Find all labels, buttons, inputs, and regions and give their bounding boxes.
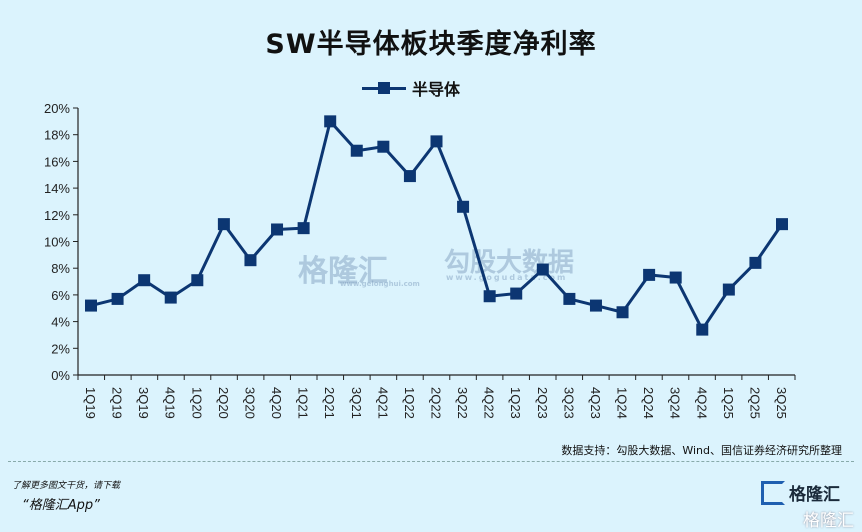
x-tick-label: 1Q24 [615, 387, 630, 419]
y-tick-label: 6% [51, 288, 70, 303]
x-tick-label: 1Q25 [721, 387, 736, 419]
x-tick-label: 3Q20 [242, 387, 257, 419]
data-point [776, 218, 788, 231]
legend-marker [362, 81, 406, 94]
y-tick-label: 10% [44, 235, 70, 250]
y-tick-label: 0% [51, 368, 70, 383]
x-tick-label: 2Q23 [535, 387, 550, 419]
x-tick-label: 3Q21 [349, 387, 364, 419]
x-tick-label: 2Q19 [110, 387, 125, 419]
data-point [271, 223, 284, 236]
data-point [350, 144, 363, 157]
y-tick-label: 20% [44, 101, 70, 116]
data-point [217, 218, 230, 231]
x-tick-label: 4Q22 [482, 387, 497, 419]
data-point [430, 135, 443, 148]
data-point [403, 170, 416, 183]
x-tick-label: 2Q20 [216, 387, 231, 419]
data-point [457, 200, 470, 213]
x-tick-label: 2Q21 [322, 387, 337, 419]
x-tick-label: 1Q22 [402, 387, 417, 419]
x-tick-label: 2Q25 [747, 387, 762, 419]
legend: 半导体 [362, 76, 460, 100]
data-point [563, 292, 576, 305]
brand-watermark-logo: 格隆汇 [803, 511, 854, 531]
data-point [191, 274, 204, 287]
y-tick-label: 12% [44, 208, 70, 223]
x-tick-label: 2Q22 [429, 387, 444, 419]
logo-text: 格隆汇 [789, 485, 840, 505]
watermark-data-url: www.gogudata.com [446, 273, 568, 282]
x-tick-label: 3Q23 [561, 387, 576, 419]
data-point [749, 256, 762, 269]
data-point [377, 140, 390, 153]
y-tick-label: 4% [51, 315, 70, 330]
watermark-brand: 格隆汇 [298, 254, 388, 289]
divider [8, 461, 854, 462]
y-tick-label: 14% [44, 181, 70, 196]
data-point [483, 290, 496, 303]
data-point [669, 271, 682, 284]
data-point [111, 292, 124, 305]
data-point [85, 299, 97, 312]
x-tick-label: 4Q19 [163, 387, 178, 419]
data-point [696, 323, 709, 336]
y-tick-label: 2% [51, 341, 70, 356]
x-tick-label: 2Q24 [641, 387, 656, 419]
x-tick-label: 1Q20 [189, 387, 204, 419]
x-tick-label: 4Q24 [694, 387, 709, 419]
x-tick-label: 1Q23 [508, 387, 523, 419]
x-tick-label: 4Q23 [588, 387, 603, 419]
series-line [90, 119, 784, 332]
data-point [643, 268, 656, 281]
data-point [589, 299, 602, 312]
data-point [616, 306, 629, 319]
x-tick-label: 3Q24 [668, 387, 683, 419]
watermark-brand-url: www.gelonghui.com [340, 280, 420, 288]
x-tick-label: 4Q21 [375, 387, 390, 419]
legend-label: 半导体 [412, 80, 461, 99]
x-tick-label: 4Q20 [269, 387, 284, 419]
y-tick-label: 16% [44, 154, 70, 169]
promo-text: 了解更多图文干货，请下载 [12, 481, 121, 491]
y-tick-label: 8% [51, 261, 70, 276]
x-tick-label: 1Q21 [296, 387, 311, 419]
data-point [510, 287, 523, 300]
x-tick-label: 3Q22 [455, 387, 470, 419]
x-tick-label: 3Q19 [136, 387, 151, 419]
line-chart: 0% 2% 4% 6% 8% 10% 12% 14% 16% 18% 20% 1Q19 2Q19 3Q19… [44, 101, 796, 419]
g-logo-icon [761, 480, 785, 505]
x-tick-label: 3Q25 [774, 387, 789, 419]
app-name: “格隆汇App” [22, 498, 100, 513]
data-point [164, 291, 177, 304]
y-tick-label: 18% [44, 128, 70, 143]
data-point [244, 254, 257, 267]
watermark-data: 勾股大数据 [444, 248, 575, 278]
source-note: 数据支持：勾股大数据、Wind、国信证券经济研究所整理 [561, 444, 842, 457]
data-point [138, 274, 151, 287]
data-point [536, 263, 549, 276]
data-point [297, 222, 310, 235]
data-point [324, 115, 337, 128]
brand-logo: 格隆汇 [761, 480, 840, 505]
x-tick-label: 1Q19 [83, 387, 98, 419]
chart-title: SW半导体板块季度净利率 [265, 29, 597, 60]
data-point [722, 283, 735, 296]
